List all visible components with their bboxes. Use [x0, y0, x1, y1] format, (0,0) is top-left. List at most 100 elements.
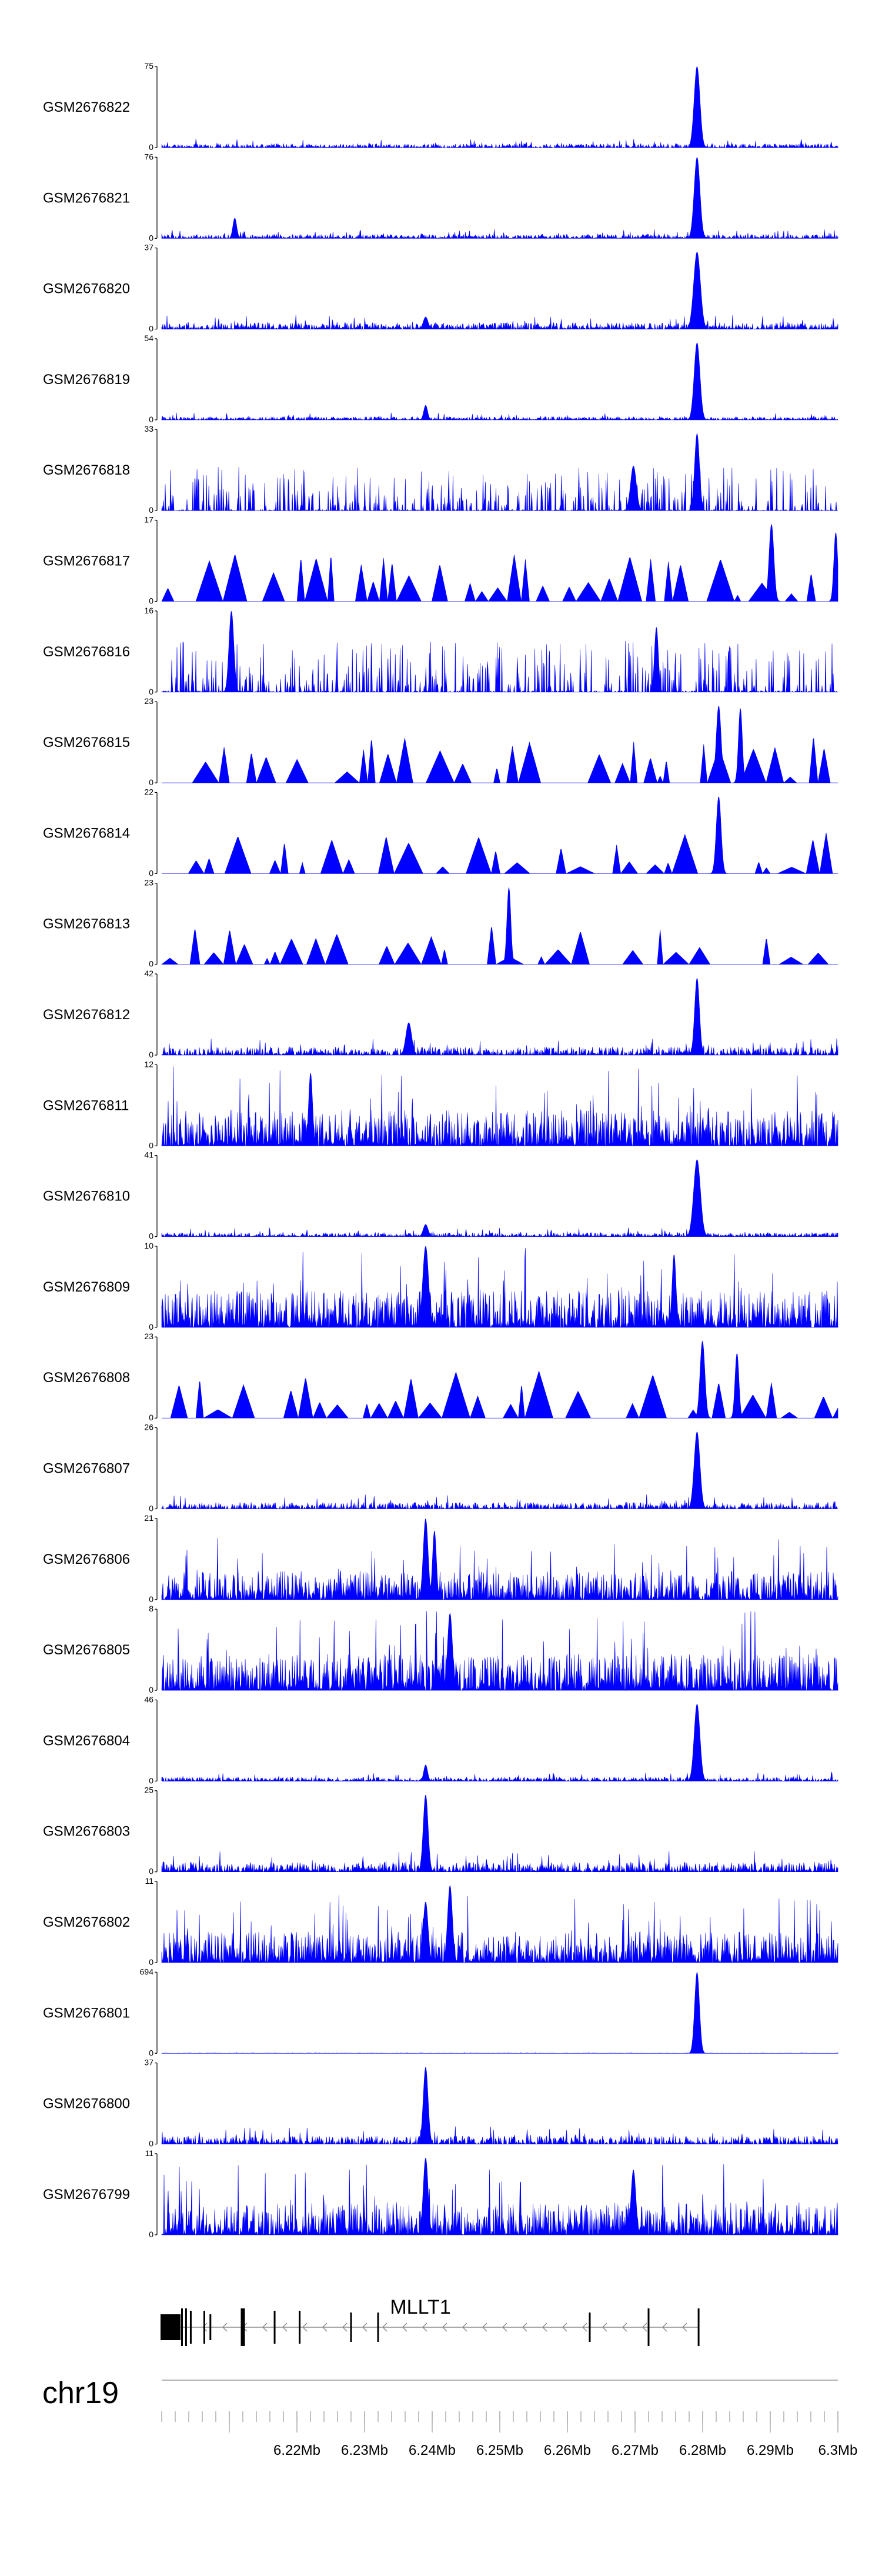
y-min-label: 0	[149, 1685, 153, 1694]
signal-area	[161, 342, 838, 421]
y-min-label: 0	[149, 1867, 153, 1876]
signal-area	[161, 252, 838, 330]
signal-area	[161, 1704, 838, 1782]
track: GSM2676816 16 0	[43, 606, 838, 696]
track-label: GSM2676806	[43, 1551, 130, 1567]
signal-area	[161, 1519, 838, 1600]
track-label: GSM2676813	[43, 916, 130, 932]
track: GSM2676812 42 0	[43, 969, 838, 1059]
track-label: GSM2676811	[43, 1097, 129, 1113]
strand-arrow	[542, 2323, 547, 2332]
y-max-label: 10	[144, 1241, 153, 1250]
track-label: GSM2676801	[43, 2005, 130, 2021]
y-max-label: 46	[144, 1694, 153, 1704]
strand-arrow	[682, 2323, 687, 2332]
y-max-label: 75	[144, 61, 153, 71]
track: GSM2676811 12 0	[43, 1059, 838, 1150]
track-label: GSM2676820	[43, 281, 130, 297]
track: GSM2676822 75 0	[43, 61, 838, 152]
track: GSM2676808 23 0	[43, 1332, 838, 1422]
signal-area	[161, 1884, 838, 1964]
y-min-label: 0	[149, 415, 153, 424]
y-max-label: 11	[145, 2148, 153, 2158]
y-max-label: 76	[144, 152, 153, 161]
y-max-label: 37	[144, 2058, 153, 2067]
signal-area	[161, 611, 838, 693]
signal-area	[162, 706, 838, 784]
axis-tick-label: 6.22Mb	[273, 2442, 320, 2458]
y-max-label: 694	[140, 1967, 154, 1976]
axis-tick-label: 6.23Mb	[341, 2442, 388, 2458]
exon	[273, 2311, 276, 2344]
signal-area	[161, 157, 838, 239]
signal-area	[161, 1432, 838, 1510]
gene-track: MLLT1	[161, 2296, 700, 2346]
genome-axis: chr19 6.22Mb 6.23Mb 6.24Mb 6.25Mb 6.26Mb 6.27…	[42, 2376, 857, 2458]
y-min-label: 0	[149, 1776, 153, 1785]
signal-area	[162, 796, 838, 875]
track-label: GSM2676822	[43, 99, 130, 115]
axis-tick-label: 6.24Mb	[409, 2442, 456, 2458]
y-max-label: 23	[144, 1332, 153, 1341]
track-label: GSM2676818	[43, 462, 130, 478]
y-max-label: 22	[144, 787, 153, 796]
y-min-label: 0	[149, 324, 153, 333]
track: GSM2676814 22 0	[43, 787, 838, 877]
strand-arrow	[482, 2323, 487, 2332]
chromosome-label: chr19	[42, 2376, 119, 2410]
exon	[189, 2311, 192, 2344]
track: GSM2676820 37 0	[43, 243, 838, 333]
y-min-label: 0	[149, 1322, 153, 1332]
track: GSM2676806 21 0	[43, 1513, 838, 1604]
signal-area	[161, 1611, 838, 1691]
y-min-label: 0	[149, 959, 153, 969]
y-max-label: 25	[144, 1786, 153, 1795]
exon	[647, 2308, 650, 2346]
exon	[350, 2313, 352, 2342]
y-min-label: 0	[149, 1232, 153, 1241]
track: GSM2676817 17 0	[43, 515, 838, 606]
signal-tracks: GSM2676822750GSM2676821760GSM2676820370G…	[43, 61, 838, 2239]
track: GSM2676810 41 0	[43, 1150, 838, 1241]
y-max-label: 41	[144, 1150, 153, 1160]
track: GSM2676819 54 0	[43, 333, 838, 424]
track-label: GSM2676817	[43, 553, 130, 569]
y-max-label: 16	[144, 606, 153, 615]
strand-arrow	[342, 2323, 348, 2332]
y-min-label: 0	[149, 778, 153, 787]
track-label: GSM2676808	[43, 1370, 130, 1386]
exon	[377, 2313, 379, 2342]
y-min-label: 0	[149, 687, 153, 696]
exon	[209, 2314, 212, 2340]
exon	[589, 2313, 591, 2342]
y-max-label: 33	[144, 424, 153, 433]
axis-tick-label: 6.28Mb	[679, 2442, 726, 2458]
y-max-label: 23	[144, 878, 153, 887]
y-min-label: 0	[149, 142, 153, 152]
track-label: GSM2676809	[43, 1279, 130, 1295]
track: GSM2676813 23 0	[43, 878, 838, 969]
track: GSM2676809 10 0	[43, 1241, 838, 1332]
track: GSM2676802 11 0	[43, 1876, 838, 1967]
exon	[185, 2308, 187, 2346]
y-min-label: 0	[149, 1413, 153, 1422]
track-label: GSM2676810	[43, 1189, 130, 1204]
track-label: GSM2676821	[43, 190, 130, 206]
track: GSM2676818 33 0	[43, 424, 838, 515]
strand-arrow	[262, 2323, 268, 2332]
signal-area	[161, 1159, 838, 1237]
signal-area	[161, 2067, 838, 2145]
axis-tick-label: 6.27Mb	[612, 2442, 659, 2458]
y-min-label: 0	[149, 596, 153, 606]
exon	[240, 2308, 245, 2346]
strand-arrow	[422, 2323, 427, 2332]
strand-arrow	[382, 2323, 387, 2332]
y-max-label: 37	[144, 243, 153, 252]
track-label: GSM2676807	[43, 1461, 130, 1477]
gene-label: MLLT1	[390, 2296, 450, 2318]
exon	[181, 2308, 183, 2346]
strand-arrow	[202, 2323, 208, 2332]
y-max-label: 54	[144, 333, 153, 343]
signal-area	[162, 1340, 838, 1419]
strand-arrow	[622, 2323, 627, 2332]
